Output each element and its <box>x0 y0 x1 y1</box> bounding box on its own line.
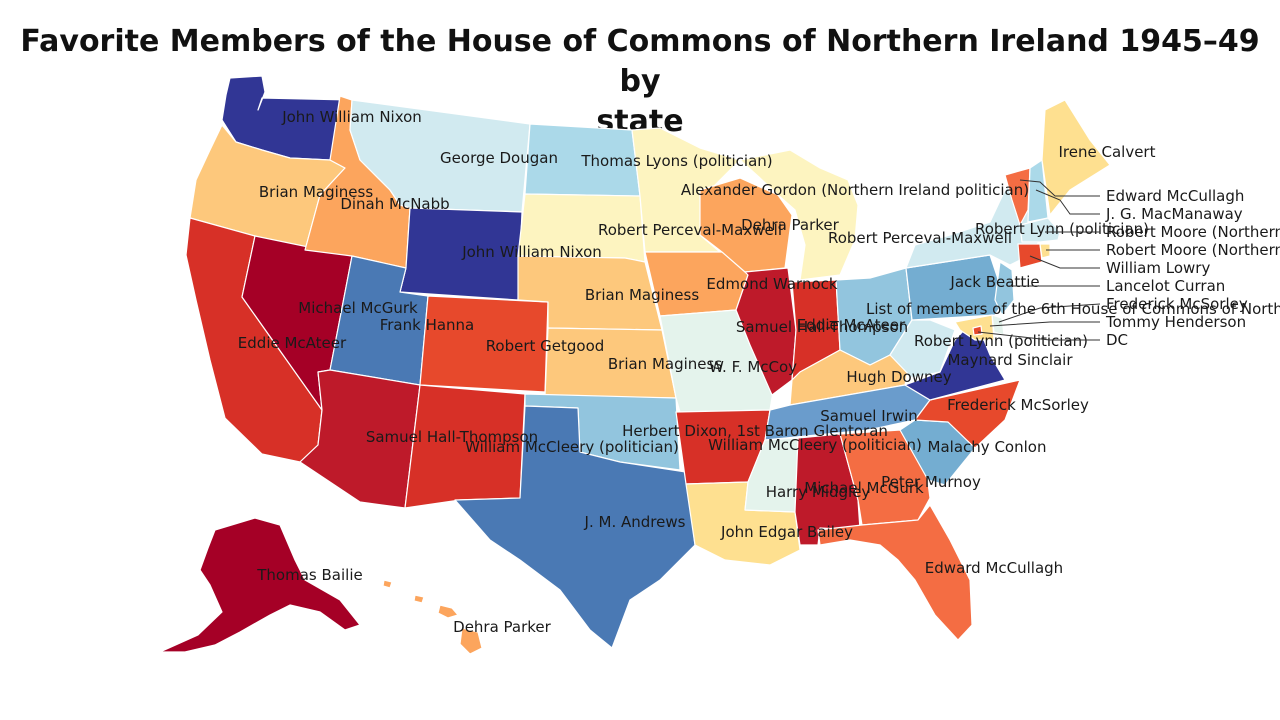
label-wv: Robert Lynn (politician) <box>914 332 1088 350</box>
state-vermont[interactable] <box>1004 167 1031 226</box>
label-mi: Robert Perceval-Maxwell <box>828 229 1012 247</box>
leader-ct <box>1029 255 1100 269</box>
state-michigan[interactable] <box>739 149 859 281</box>
label-nc: Frederick McSorley <box>947 396 1089 414</box>
label-co: Frank Hanna <box>380 316 475 334</box>
state-mississippi[interactable] <box>744 437 799 513</box>
label-ks: Brian Maginess <box>608 355 722 373</box>
label-ny: Robert Lynn (politician) <box>975 220 1149 238</box>
state-rhode-island[interactable] <box>1039 243 1051 259</box>
callout-labels: Edward McCullagh J. G. MacManaway Robert… <box>866 179 1280 349</box>
label-hi: Dehra Parker <box>453 618 552 636</box>
state-dc[interactable] <box>972 325 983 336</box>
label-nd: Thomas Lyons (politician) <box>580 152 772 170</box>
label-mt: George Dougan <box>440 149 558 167</box>
callout-ma: Robert Moore (Northern Ireland politicia… <box>1106 223 1280 241</box>
leader-dc <box>977 331 1100 341</box>
label-ky: Hugh Downey <box>846 368 951 386</box>
leader-nh <box>1035 189 1100 215</box>
label-wi: Dehra Parker <box>741 216 840 234</box>
label-va: Maynard Sinclair <box>947 351 1073 369</box>
label-ga: Peter Murnoy <box>881 473 981 491</box>
callout-dc: DC <box>1106 331 1128 349</box>
label-al: Michael McGurk <box>804 479 924 497</box>
label-mo: W. F. McCoy <box>709 358 797 376</box>
label-mn: Alexander Gordon (Northern Ireland polit… <box>681 181 1029 199</box>
state-florida[interactable] <box>817 504 973 641</box>
label-tx: J. M. Andrews <box>584 513 686 531</box>
state-texas[interactable] <box>454 405 696 649</box>
label-wa: John William Nixon <box>281 108 422 126</box>
label-az: Samuel Hall-Thompson <box>366 428 538 446</box>
state-massachusetts[interactable] <box>1019 217 1061 243</box>
label-me: Irene Calvert <box>1059 143 1156 161</box>
state-new-jersey[interactable] <box>994 261 1015 316</box>
callout-list: List of members of the 6th House of Comm… <box>866 300 1280 318</box>
label-fl: Edward McCullagh <box>925 559 1063 577</box>
callout-ri: Robert Moore (Northern Ireland politicia… <box>1106 241 1280 259</box>
leader-de <box>998 303 1101 323</box>
label-ak: Thomas Bailie <box>256 566 362 584</box>
label-ia: Edmond Warnock <box>706 275 837 293</box>
label-or: Brian Maginess <box>259 183 373 201</box>
state-illinois[interactable] <box>735 267 797 396</box>
label-ut: Michael McGurk <box>298 299 418 317</box>
label-ar: Herbert Dixon, 1st Baron Glentoran <box>622 422 888 440</box>
label-in: Eddie McAteer <box>797 316 906 334</box>
callout-nj: Lancelot Curran <box>1106 277 1225 295</box>
label-tn: Samuel Irwin <box>820 407 918 425</box>
state-maine[interactable] <box>1041 99 1111 216</box>
label-ms: William McCleery (politician) <box>708 436 922 454</box>
label-wy: John William Nixon <box>461 243 602 261</box>
label-nv: Eddie McAteer <box>238 334 347 352</box>
callout-de: Frederick McSorley <box>1106 295 1248 313</box>
leader-vt <box>1019 179 1100 197</box>
states-layer <box>159 75 1111 655</box>
label-nm: Robert Getgood <box>486 337 605 355</box>
state-labels: John William Nixon George Dougan Thomas … <box>238 108 1156 636</box>
callout-vt: Edward McCullagh <box>1106 187 1244 205</box>
label-il: Samuel Hall-Thompson <box>736 318 908 336</box>
callout-nh: J. G. MacManaway <box>1105 205 1243 223</box>
state-hawaii[interactable] <box>382 579 483 655</box>
label-ne: Brian Maginess <box>585 286 699 304</box>
leader-md <box>989 321 1100 327</box>
label-la: John Edgar Bailey <box>720 523 853 541</box>
label-sd: Robert Perceval-Maxwell <box>598 221 782 239</box>
label-id: Dinah McNabb <box>340 195 449 213</box>
label-sc: Malachy Conlon <box>928 438 1047 456</box>
label-pa: Jack Beattie <box>949 273 1039 291</box>
state-alaska[interactable] <box>159 517 361 653</box>
label-al2: Harry Midgley <box>766 483 871 501</box>
state-wyoming[interactable] <box>399 207 523 301</box>
callout-md: Tommy Henderson <box>1105 313 1246 331</box>
callout-ct: William Lowry <box>1106 259 1210 277</box>
label-ok: William McCleery (politician) <box>465 438 679 456</box>
